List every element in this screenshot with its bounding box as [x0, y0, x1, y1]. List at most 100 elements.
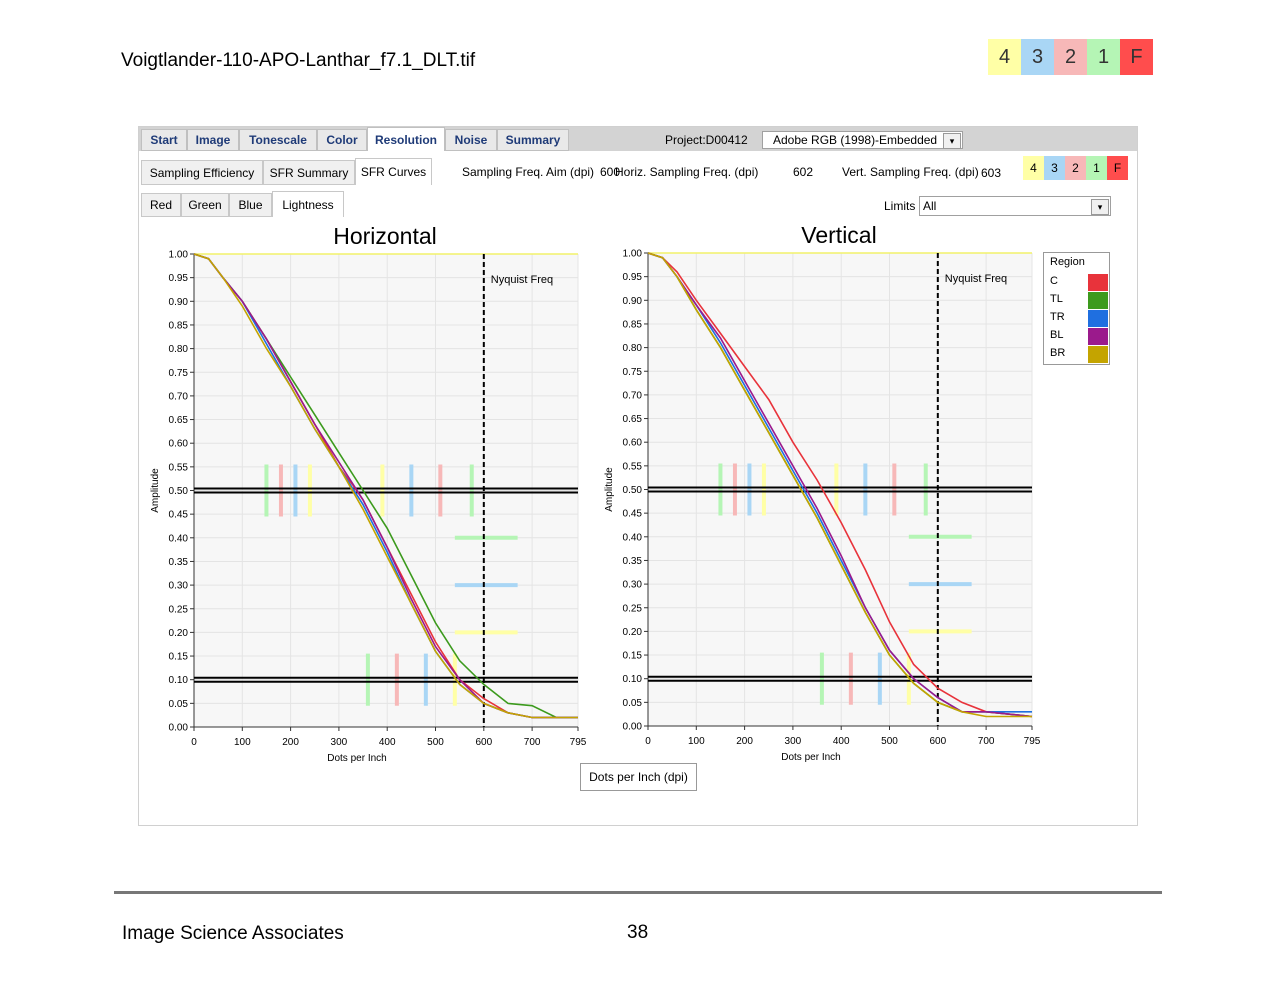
legend-label: BL	[1050, 329, 1064, 341]
x-tick-label: 795	[1024, 736, 1041, 747]
sampling-aim-value: 600	[600, 165, 621, 179]
x-tick-label: 700	[524, 737, 541, 748]
y-tick-label: 0.00	[169, 723, 189, 734]
limits-value: All	[923, 199, 937, 213]
tab-tonescale[interactable]: Tonescale	[239, 129, 317, 151]
x-tick-label: 100	[234, 737, 251, 748]
chart-title: Horizontal	[333, 223, 437, 249]
x-unit-button[interactable]: Dots per Inch (dpi)	[580, 763, 697, 791]
tab-sfr-curves[interactable]: SFR Curves	[355, 158, 432, 185]
footer-company: Image Science Associates	[122, 923, 344, 944]
legend-swatch	[1088, 328, 1108, 345]
y-tick-label: 0.20	[623, 627, 643, 638]
series-line-bl	[647, 252, 1033, 718]
y-tick-label: 0.95	[169, 273, 189, 284]
x-tick-label: 200	[282, 737, 299, 748]
y-tick-label: 0.90	[623, 296, 643, 307]
y-tick-label: 0.30	[623, 580, 643, 591]
tab-blue[interactable]: Blue	[229, 193, 272, 217]
y-tick-label: 0.45	[169, 510, 189, 521]
sfr-charts: 0.00 0.05 0.10 0.15 0.20 0.25 0.30 0.35 0.40 0.45…	[150, 222, 1041, 764]
x-tick-label: 0	[645, 736, 651, 747]
y-tick-label: 0.50	[169, 486, 189, 497]
legend-item-tr: TR	[1050, 310, 1108, 327]
project-label: Project:D00412	[665, 133, 748, 147]
y-tick-label: 0.05	[623, 698, 643, 709]
y-tick-label: 0.30	[169, 581, 189, 592]
series-line-br	[647, 252, 1032, 718]
chevron-down-icon[interactable]: ▾	[943, 133, 961, 149]
tab-image[interactable]: Image	[187, 129, 239, 151]
main-tab-bar: Start Image Tonescale Color Resolution N…	[139, 127, 1137, 151]
x-tick-label: 100	[688, 736, 705, 747]
y-tick-label: 0.85	[169, 320, 189, 331]
grade-badge-f: F	[1120, 39, 1153, 75]
y-tick-label: 0.75	[169, 368, 189, 379]
y-tick-label: 0.55	[623, 461, 643, 472]
tab-red[interactable]: Red	[141, 193, 181, 217]
y-tick-label: 0.25	[623, 603, 643, 614]
x-tick-label: 700	[978, 736, 995, 747]
tab-sampling-efficiency[interactable]: Sampling Efficiency	[141, 160, 263, 185]
x-tick-label: 600	[929, 736, 946, 747]
x-tick-label: 600	[475, 737, 492, 748]
mini-grade-f: F	[1107, 156, 1128, 180]
document-title: Voigtlander-110-APO-Lanthar_f7.1_DLT.tif	[121, 50, 476, 71]
y-tick-label: 0.35	[169, 557, 189, 568]
tab-resolution[interactable]: Resolution	[367, 127, 445, 151]
limits-select[interactable]: All ▾	[919, 196, 1111, 216]
vert-sampling-value: 603	[981, 166, 1002, 180]
tab-sfr-summary[interactable]: SFR Summary	[263, 160, 355, 185]
y-tick-label: 0.90	[169, 297, 189, 308]
horiz-sampling-value: 602	[793, 165, 814, 179]
legend-label: C	[1050, 275, 1058, 287]
legend-title: Region	[1050, 256, 1085, 268]
y-tick-label: 0.65	[623, 414, 643, 425]
x-tick-label: 0	[191, 737, 197, 748]
tab-green[interactable]: Green	[181, 193, 229, 217]
legend-swatch	[1088, 292, 1108, 309]
y-tick-label: 1.00	[623, 249, 643, 260]
color-profile-select[interactable]: Adobe RGB (1998)-Embedded ▾	[762, 131, 963, 149]
sub-tab-bar: Sampling Efficiency SFR Summary SFR Curv…	[139, 158, 1137, 185]
grade-badge-3: 3	[1021, 39, 1054, 75]
x-axis-label: Dots per Inch	[327, 753, 386, 764]
legend-item-tl: TL	[1050, 292, 1108, 309]
y-axis-label: Amplitude	[150, 468, 161, 513]
horizontal-chart: 0.00 0.05 0.10 0.15 0.20 0.25 0.30 0.35 0.40 0.45…	[150, 223, 587, 764]
tab-noise[interactable]: Noise	[445, 129, 497, 151]
y-tick-label: 0.70	[169, 391, 189, 402]
x-tick-label: 400	[833, 736, 850, 747]
tab-summary[interactable]: Summary	[497, 129, 569, 151]
region-legend: Region C TL TR BL BR	[1043, 252, 1110, 365]
series-line-br	[193, 253, 578, 719]
y-tick-label: 0.50	[623, 485, 643, 496]
series-line-c	[647, 252, 1033, 718]
tab-start[interactable]: Start	[141, 129, 187, 151]
tab-color[interactable]: Color	[317, 129, 367, 151]
limits-label: Limits	[884, 199, 916, 213]
y-tick-label: 0.35	[623, 556, 643, 567]
tab-lightness[interactable]: Lightness	[272, 191, 344, 217]
y-tick-label: 0.65	[169, 415, 189, 426]
y-tick-label: 0.60	[169, 439, 189, 450]
y-tick-label: 1.00	[169, 250, 189, 261]
y-tick-label: 0.40	[169, 533, 189, 544]
mini-grade-1: 1	[1086, 156, 1107, 180]
x-tick-label: 300	[331, 737, 348, 748]
x-tick-label: 500	[881, 736, 898, 747]
y-tick-label: 0.15	[169, 652, 189, 663]
vertical-chart: 0.00 0.05 0.10 0.15 0.20 0.25 0.30 0.35 0.40 0.45…	[604, 222, 1041, 763]
mini-grade-2: 2	[1065, 156, 1086, 180]
y-tick-label: 0.00	[623, 722, 643, 733]
y-tick-label: 0.10	[169, 675, 189, 686]
sampling-grade-badges: 4 3 2 1 F	[1023, 156, 1128, 180]
legend-label: TR	[1050, 311, 1065, 323]
x-tick-label: 500	[427, 737, 444, 748]
x-tick-label: 795	[570, 737, 587, 748]
x-tick-label: 400	[379, 737, 396, 748]
mini-grade-3: 3	[1044, 156, 1065, 180]
footer-divider	[114, 891, 1162, 894]
chevron-down-icon[interactable]: ▾	[1091, 199, 1109, 215]
sampling-aim-label: Sampling Freq. Aim (dpi)	[462, 165, 595, 179]
